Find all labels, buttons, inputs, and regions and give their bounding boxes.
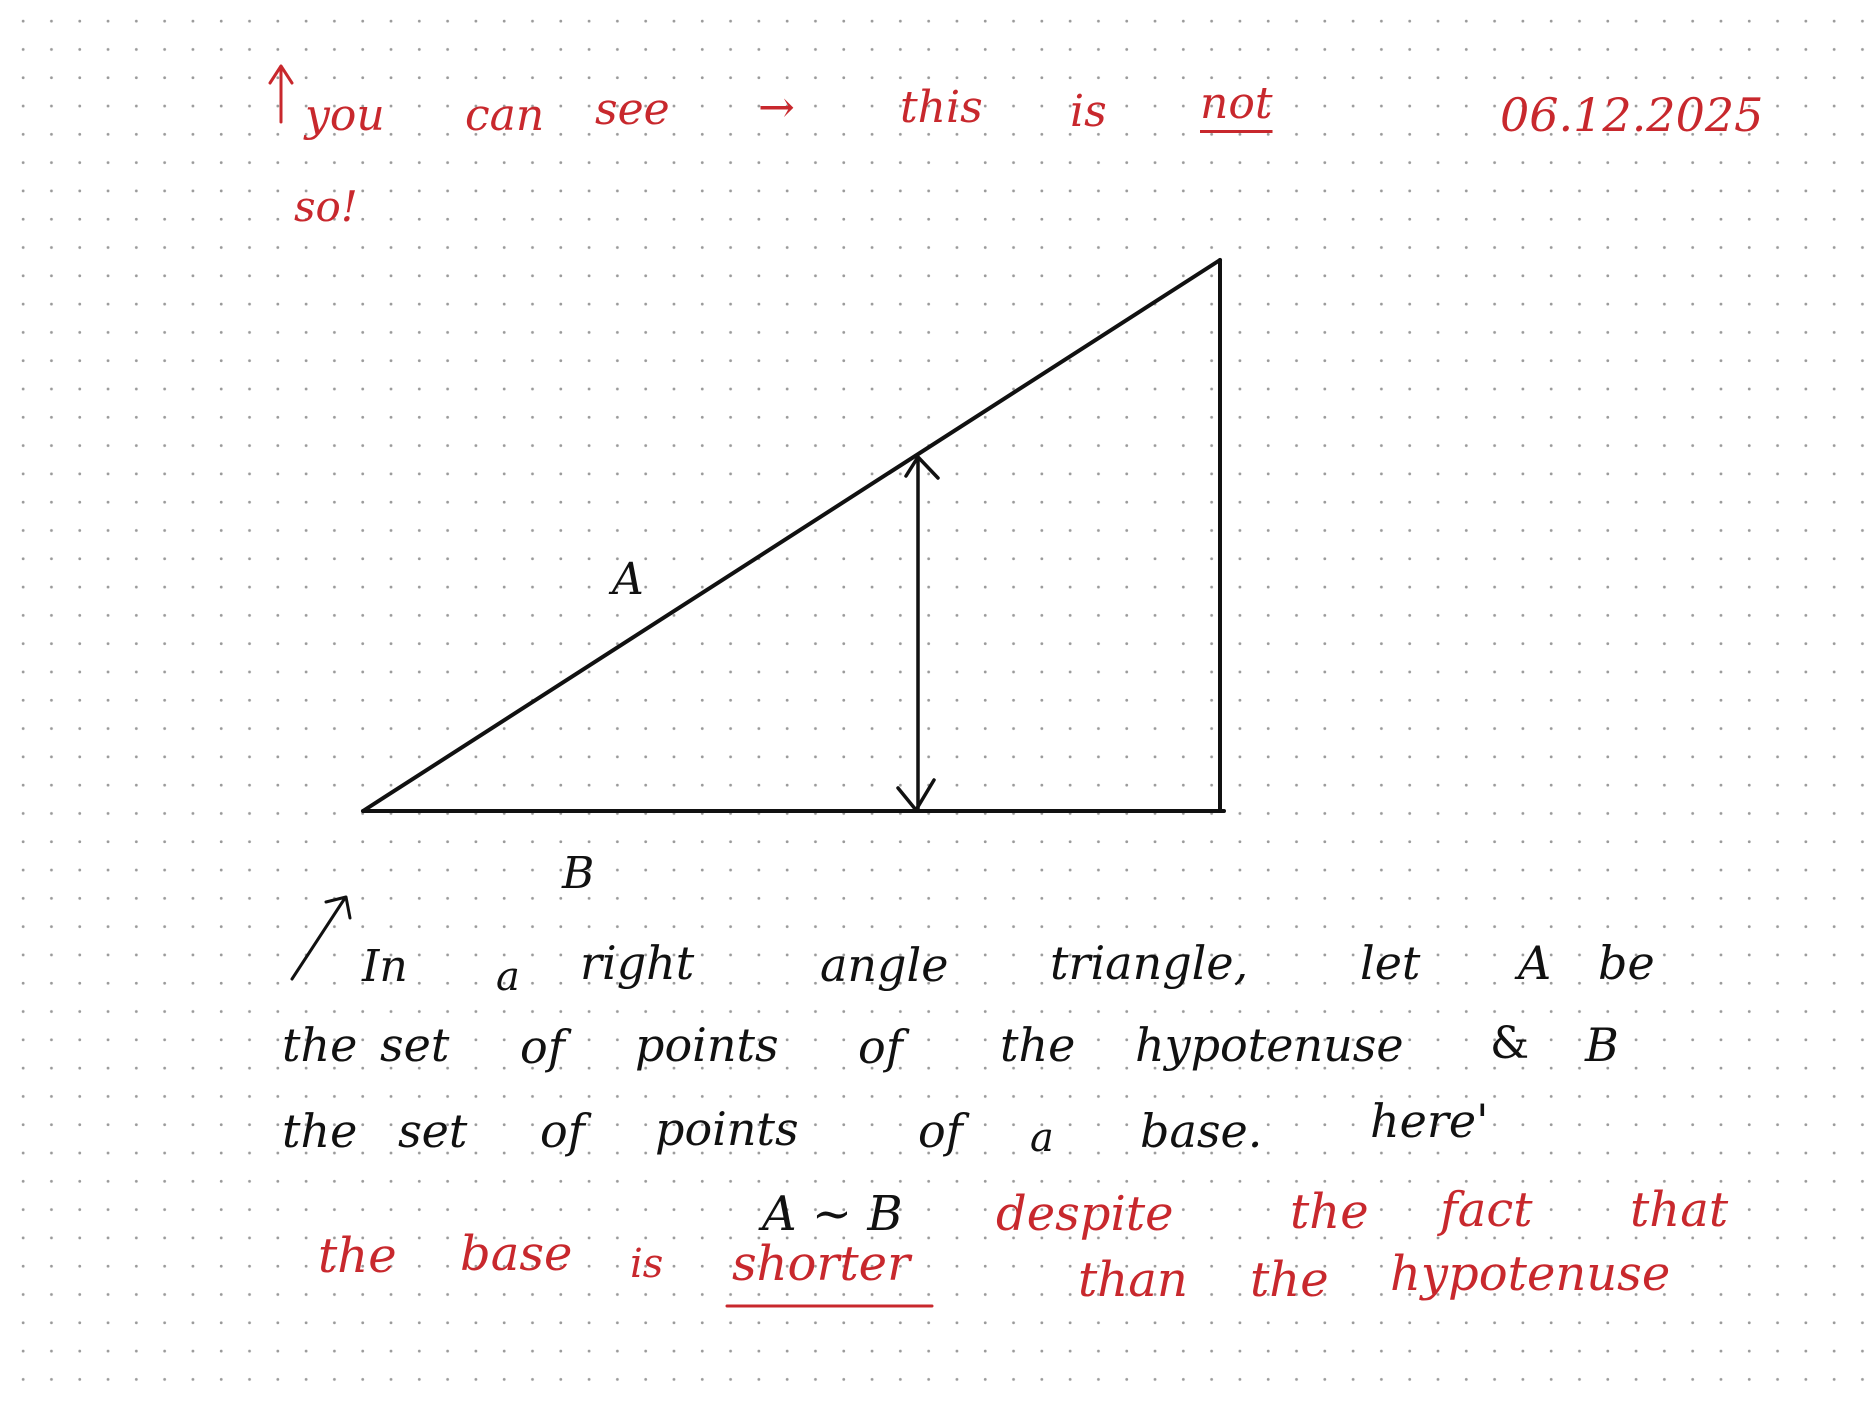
statement-word: set	[380, 1018, 450, 1072]
hypotenuse-label: A	[612, 554, 644, 605]
statement-word: In	[362, 941, 408, 992]
conclusion-word: despite	[996, 1186, 1174, 1242]
statement-word: of	[540, 1104, 585, 1158]
conclusion-word: the	[1250, 1252, 1329, 1308]
statement-word: base.	[1140, 1104, 1263, 1158]
statement-word: the	[282, 1018, 358, 1072]
note-word-see: see	[595, 84, 670, 135]
statement-word: of	[858, 1020, 903, 1074]
red-up-arrow-icon	[268, 64, 294, 124]
conclusion-word: that	[1630, 1182, 1729, 1238]
conclusion-word: the	[318, 1228, 397, 1284]
statement-word: right	[580, 936, 695, 990]
conclusion-word: base	[460, 1226, 573, 1282]
note-word-this: this	[900, 82, 983, 133]
statement-word: the	[282, 1104, 358, 1158]
conclusion-word: the	[1290, 1184, 1369, 1240]
note-date: 06.12.2025	[1500, 88, 1764, 142]
statement-word: let	[1360, 936, 1421, 990]
note-word-not: not	[1200, 78, 1273, 129]
statement-word: a	[496, 954, 520, 1000]
statement-word: of	[520, 1020, 565, 1074]
vertex-pointer-arrow	[290, 895, 352, 981]
statement-word: B	[1585, 1018, 1619, 1072]
conclusion-word: is	[630, 1241, 664, 1287]
statement-word: triangle,	[1050, 936, 1249, 990]
statement-word: points	[635, 1018, 779, 1072]
base-label: B	[562, 848, 595, 899]
arrow-right-icon: →	[758, 82, 795, 133]
statement-word: here'	[1370, 1094, 1489, 1148]
statement-word: the	[1000, 1018, 1076, 1072]
note-word-can: can	[465, 90, 545, 141]
statement-word: set	[398, 1104, 468, 1158]
relation-a-tilde-b: A ~ B	[762, 1186, 903, 1242]
statement-word: a	[1030, 1115, 1054, 1161]
statement-word: of	[918, 1104, 963, 1158]
statement-word: points	[655, 1102, 799, 1156]
statement-word: A	[1518, 936, 1552, 990]
conclusion-word: than	[1078, 1252, 1188, 1308]
hypotenuse-line	[361, 258, 1222, 813]
statement-word: hypotenuse	[1135, 1018, 1404, 1072]
note-word-you: you	[305, 90, 385, 141]
mapping-double-arrow	[896, 455, 940, 812]
conclusion-word: fact	[1440, 1182, 1533, 1238]
statement-word: angle	[820, 938, 949, 992]
statement-word: &	[1490, 1018, 1530, 1069]
note-word-so: so!	[294, 182, 358, 231]
note-word-is: is	[1070, 86, 1107, 137]
statement-word: be	[1598, 936, 1655, 990]
conclusion-word: hypotenuse	[1390, 1246, 1671, 1302]
conclusion-word-shorter: shorter	[732, 1236, 911, 1292]
